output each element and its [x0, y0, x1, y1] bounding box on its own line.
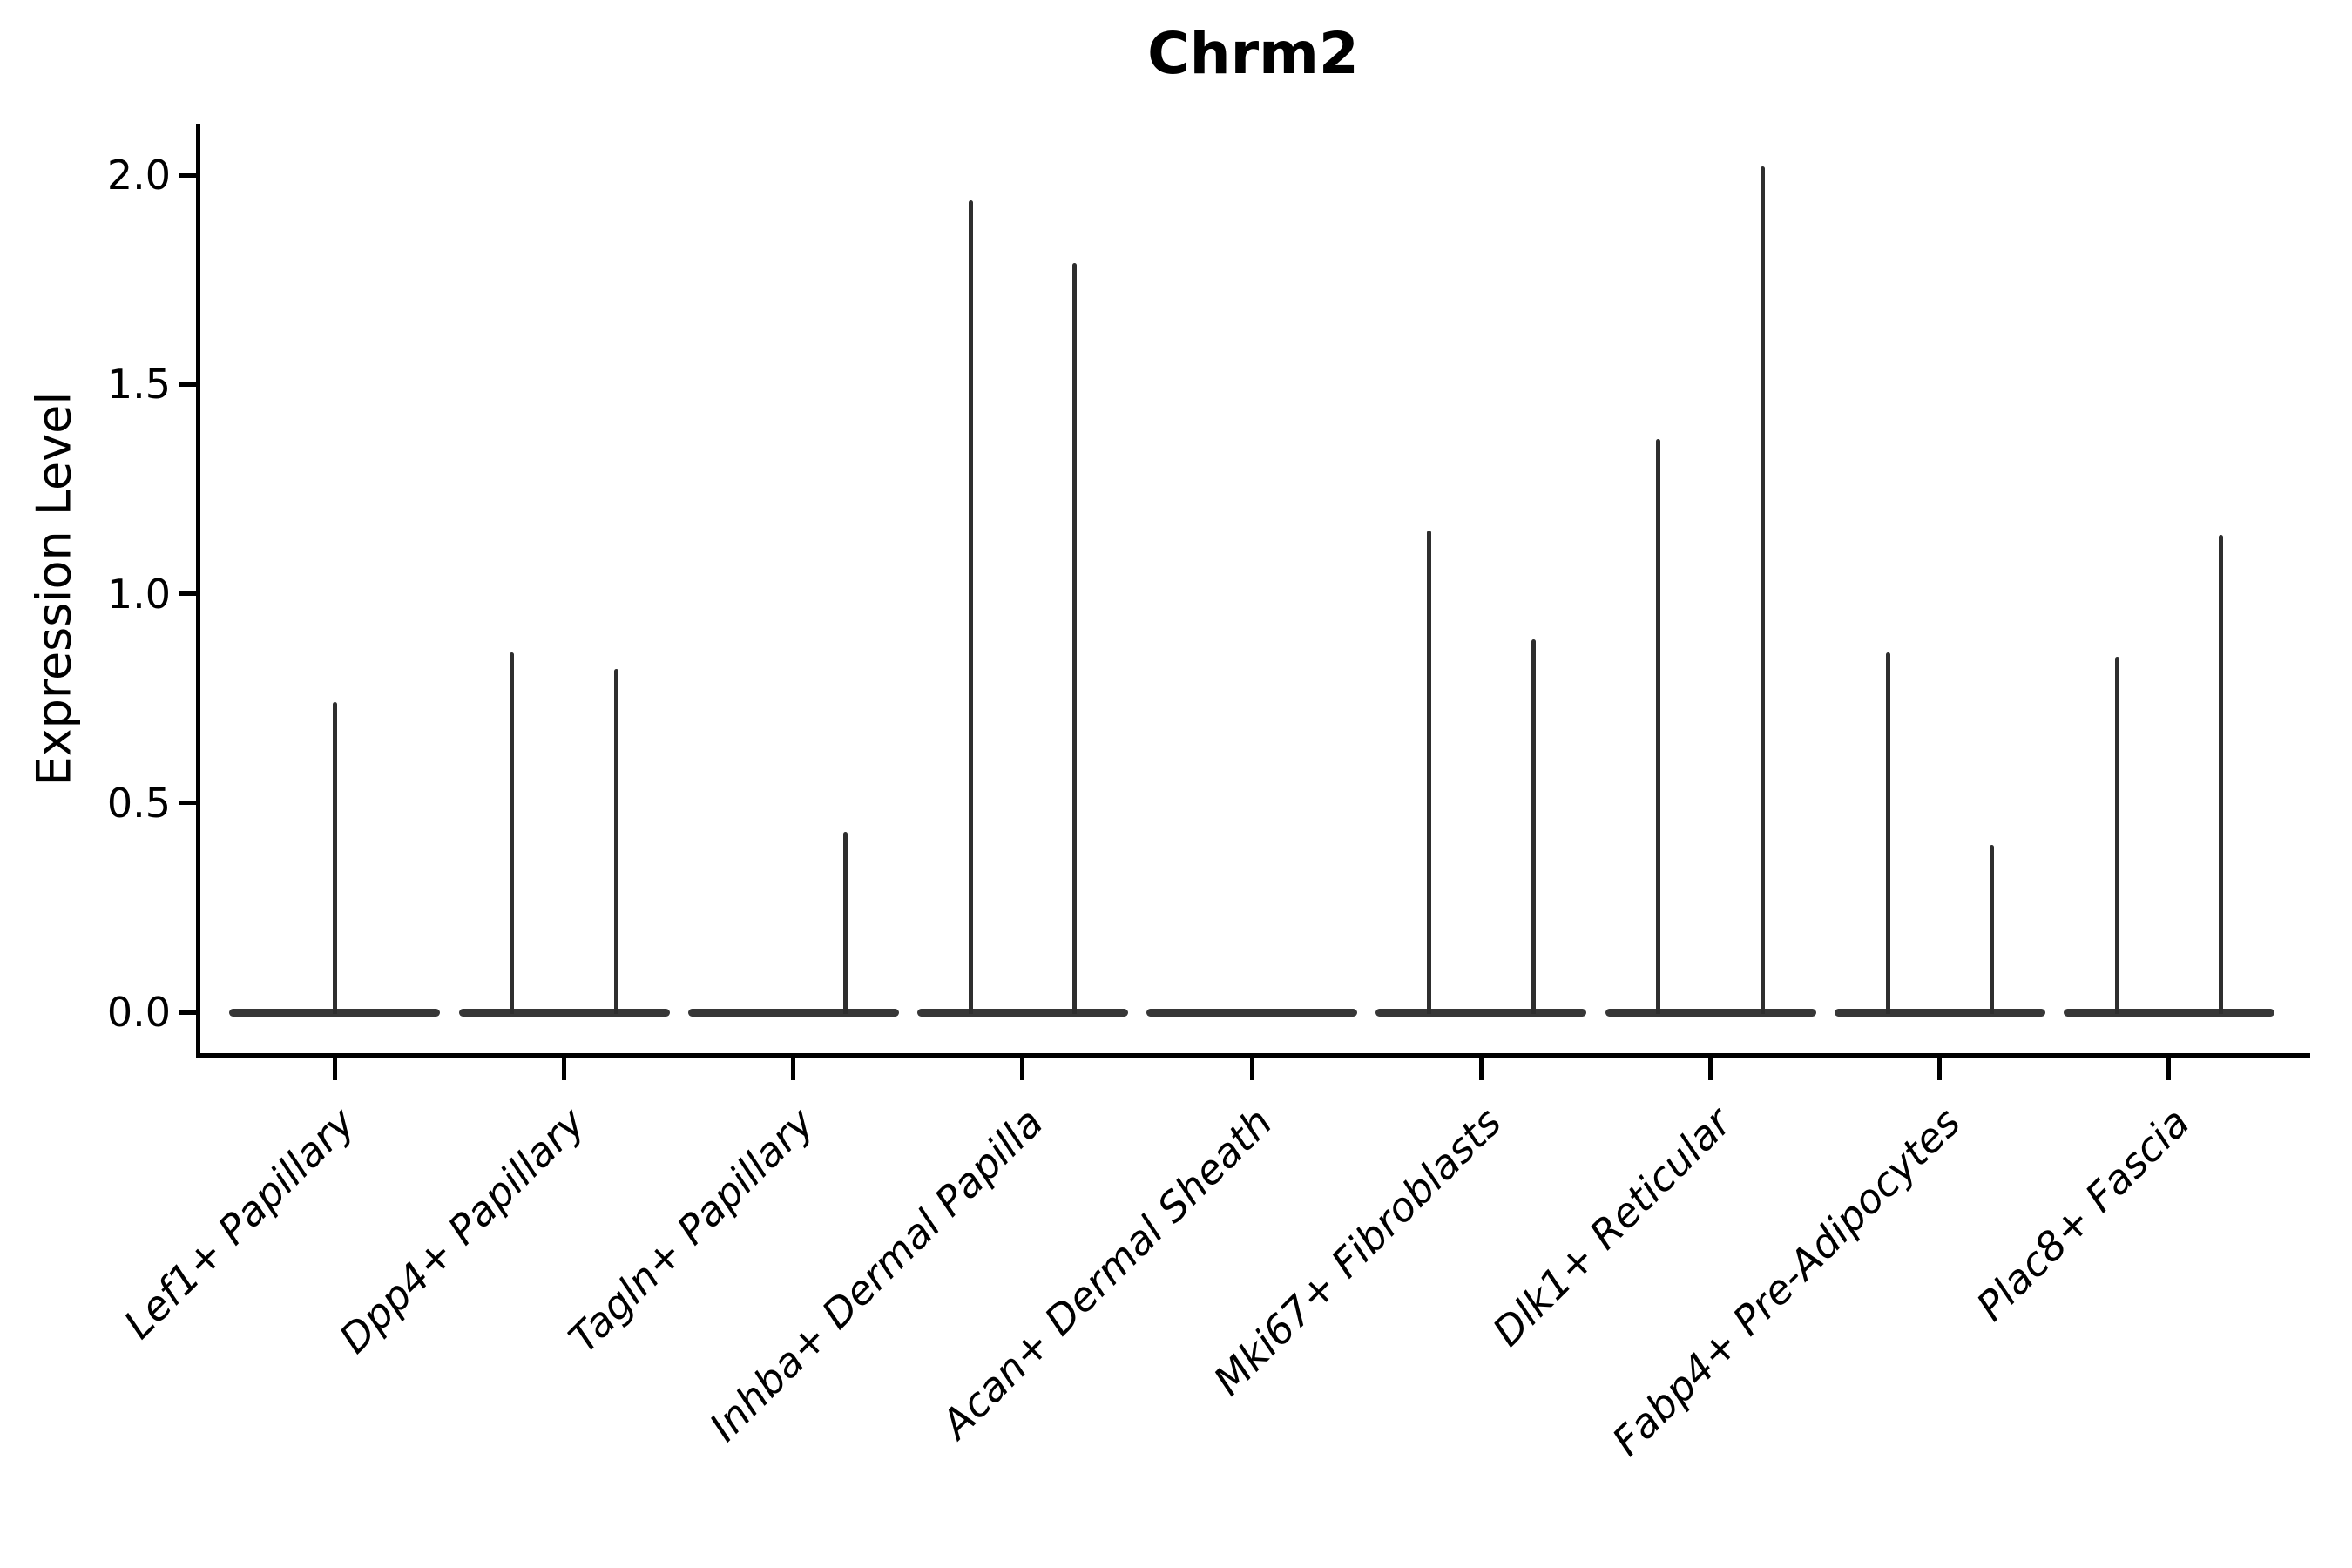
violin-base [687, 1008, 899, 1017]
violin-needle [1989, 844, 1994, 1014]
violin-base [2063, 1008, 2274, 1017]
violin-base [1605, 1008, 1816, 1017]
violin-needle [842, 832, 848, 1014]
y-tick-label: 0.0 [106, 989, 171, 1036]
x-tick-mark [791, 1055, 796, 1080]
violin-base [1834, 1008, 2045, 1017]
violin-needle [1427, 531, 1432, 1014]
y-tick-label: 1.0 [106, 570, 171, 618]
x-tick-mark [1478, 1055, 1484, 1080]
y-tick-mark [179, 1010, 198, 1015]
violin-base [1375, 1008, 1587, 1017]
y-tick-label: 0.5 [106, 779, 171, 827]
violin-needle [332, 702, 337, 1014]
x-tick-mark [1020, 1055, 1025, 1080]
violin-needle [1072, 262, 1078, 1014]
plot-title: Chrm2 [1147, 20, 1359, 87]
x-tick-mark [2166, 1055, 2172, 1080]
violin-base [458, 1008, 670, 1017]
violin-needle [968, 199, 973, 1014]
violin-needle [1885, 652, 1890, 1014]
x-tick-mark [1937, 1055, 1943, 1080]
x-tick-mark [1708, 1055, 1713, 1080]
violin-base [916, 1008, 1128, 1017]
y-axis-spine [196, 124, 200, 1057]
x-tick-mark [1249, 1055, 1254, 1080]
violin-needle [1760, 166, 1765, 1014]
violin-needle [510, 652, 515, 1014]
y-tick-mark [179, 591, 198, 596]
y-tick-label: 2.0 [106, 152, 171, 199]
x-tick-mark [562, 1055, 566, 1080]
violin-needle [2114, 656, 2119, 1014]
violin-needle [2219, 535, 2224, 1014]
y-tick-label: 1.5 [106, 361, 171, 409]
y-tick-mark [179, 382, 198, 387]
violin-needle [1656, 438, 1661, 1014]
violin-needle [613, 668, 618, 1014]
violin-base [1146, 1008, 1358, 1017]
y-tick-mark [179, 172, 198, 178]
y-tick-mark [179, 801, 198, 806]
x-tick-mark [332, 1055, 337, 1080]
violin-needle [1531, 639, 1536, 1014]
